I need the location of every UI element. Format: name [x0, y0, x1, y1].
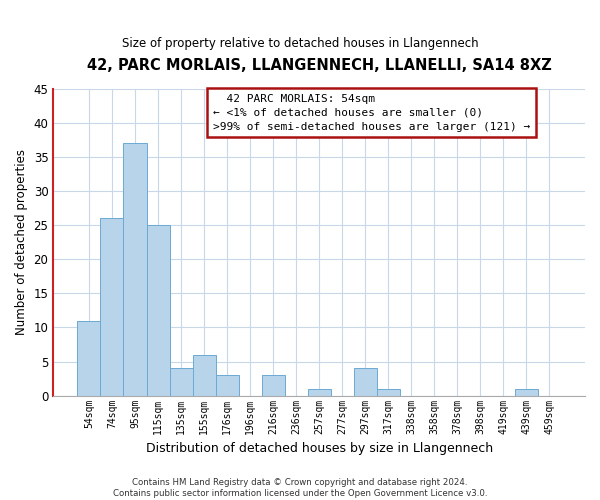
Title: 42, PARC MORLAIS, LLANGENNECH, LLANELLI, SA14 8XZ: 42, PARC MORLAIS, LLANGENNECH, LLANELLI,… [87, 58, 551, 72]
Y-axis label: Number of detached properties: Number of detached properties [15, 150, 28, 336]
Text: Size of property relative to detached houses in Llangennech: Size of property relative to detached ho… [122, 38, 478, 51]
Bar [353, 368, 377, 396]
Bar [146, 226, 170, 396]
Bar [193, 354, 215, 396]
Text: 42 PARC MORLAIS: 54sqm  
← <1% of detached houses are smaller (0)
>99% of semi-d: 42 PARC MORLAIS: 54sqm ← <1% of detached… [213, 94, 530, 132]
Bar [100, 218, 124, 396]
Bar [215, 375, 239, 396]
Bar [262, 375, 284, 396]
Bar [124, 144, 146, 396]
Bar [170, 368, 193, 396]
Bar [515, 389, 538, 396]
X-axis label: Distribution of detached houses by size in Llangennech: Distribution of detached houses by size … [146, 442, 493, 455]
Text: Contains HM Land Registry data © Crown copyright and database right 2024.
Contai: Contains HM Land Registry data © Crown c… [113, 478, 487, 498]
Bar [77, 320, 100, 396]
Bar [308, 389, 331, 396]
Bar [377, 389, 400, 396]
